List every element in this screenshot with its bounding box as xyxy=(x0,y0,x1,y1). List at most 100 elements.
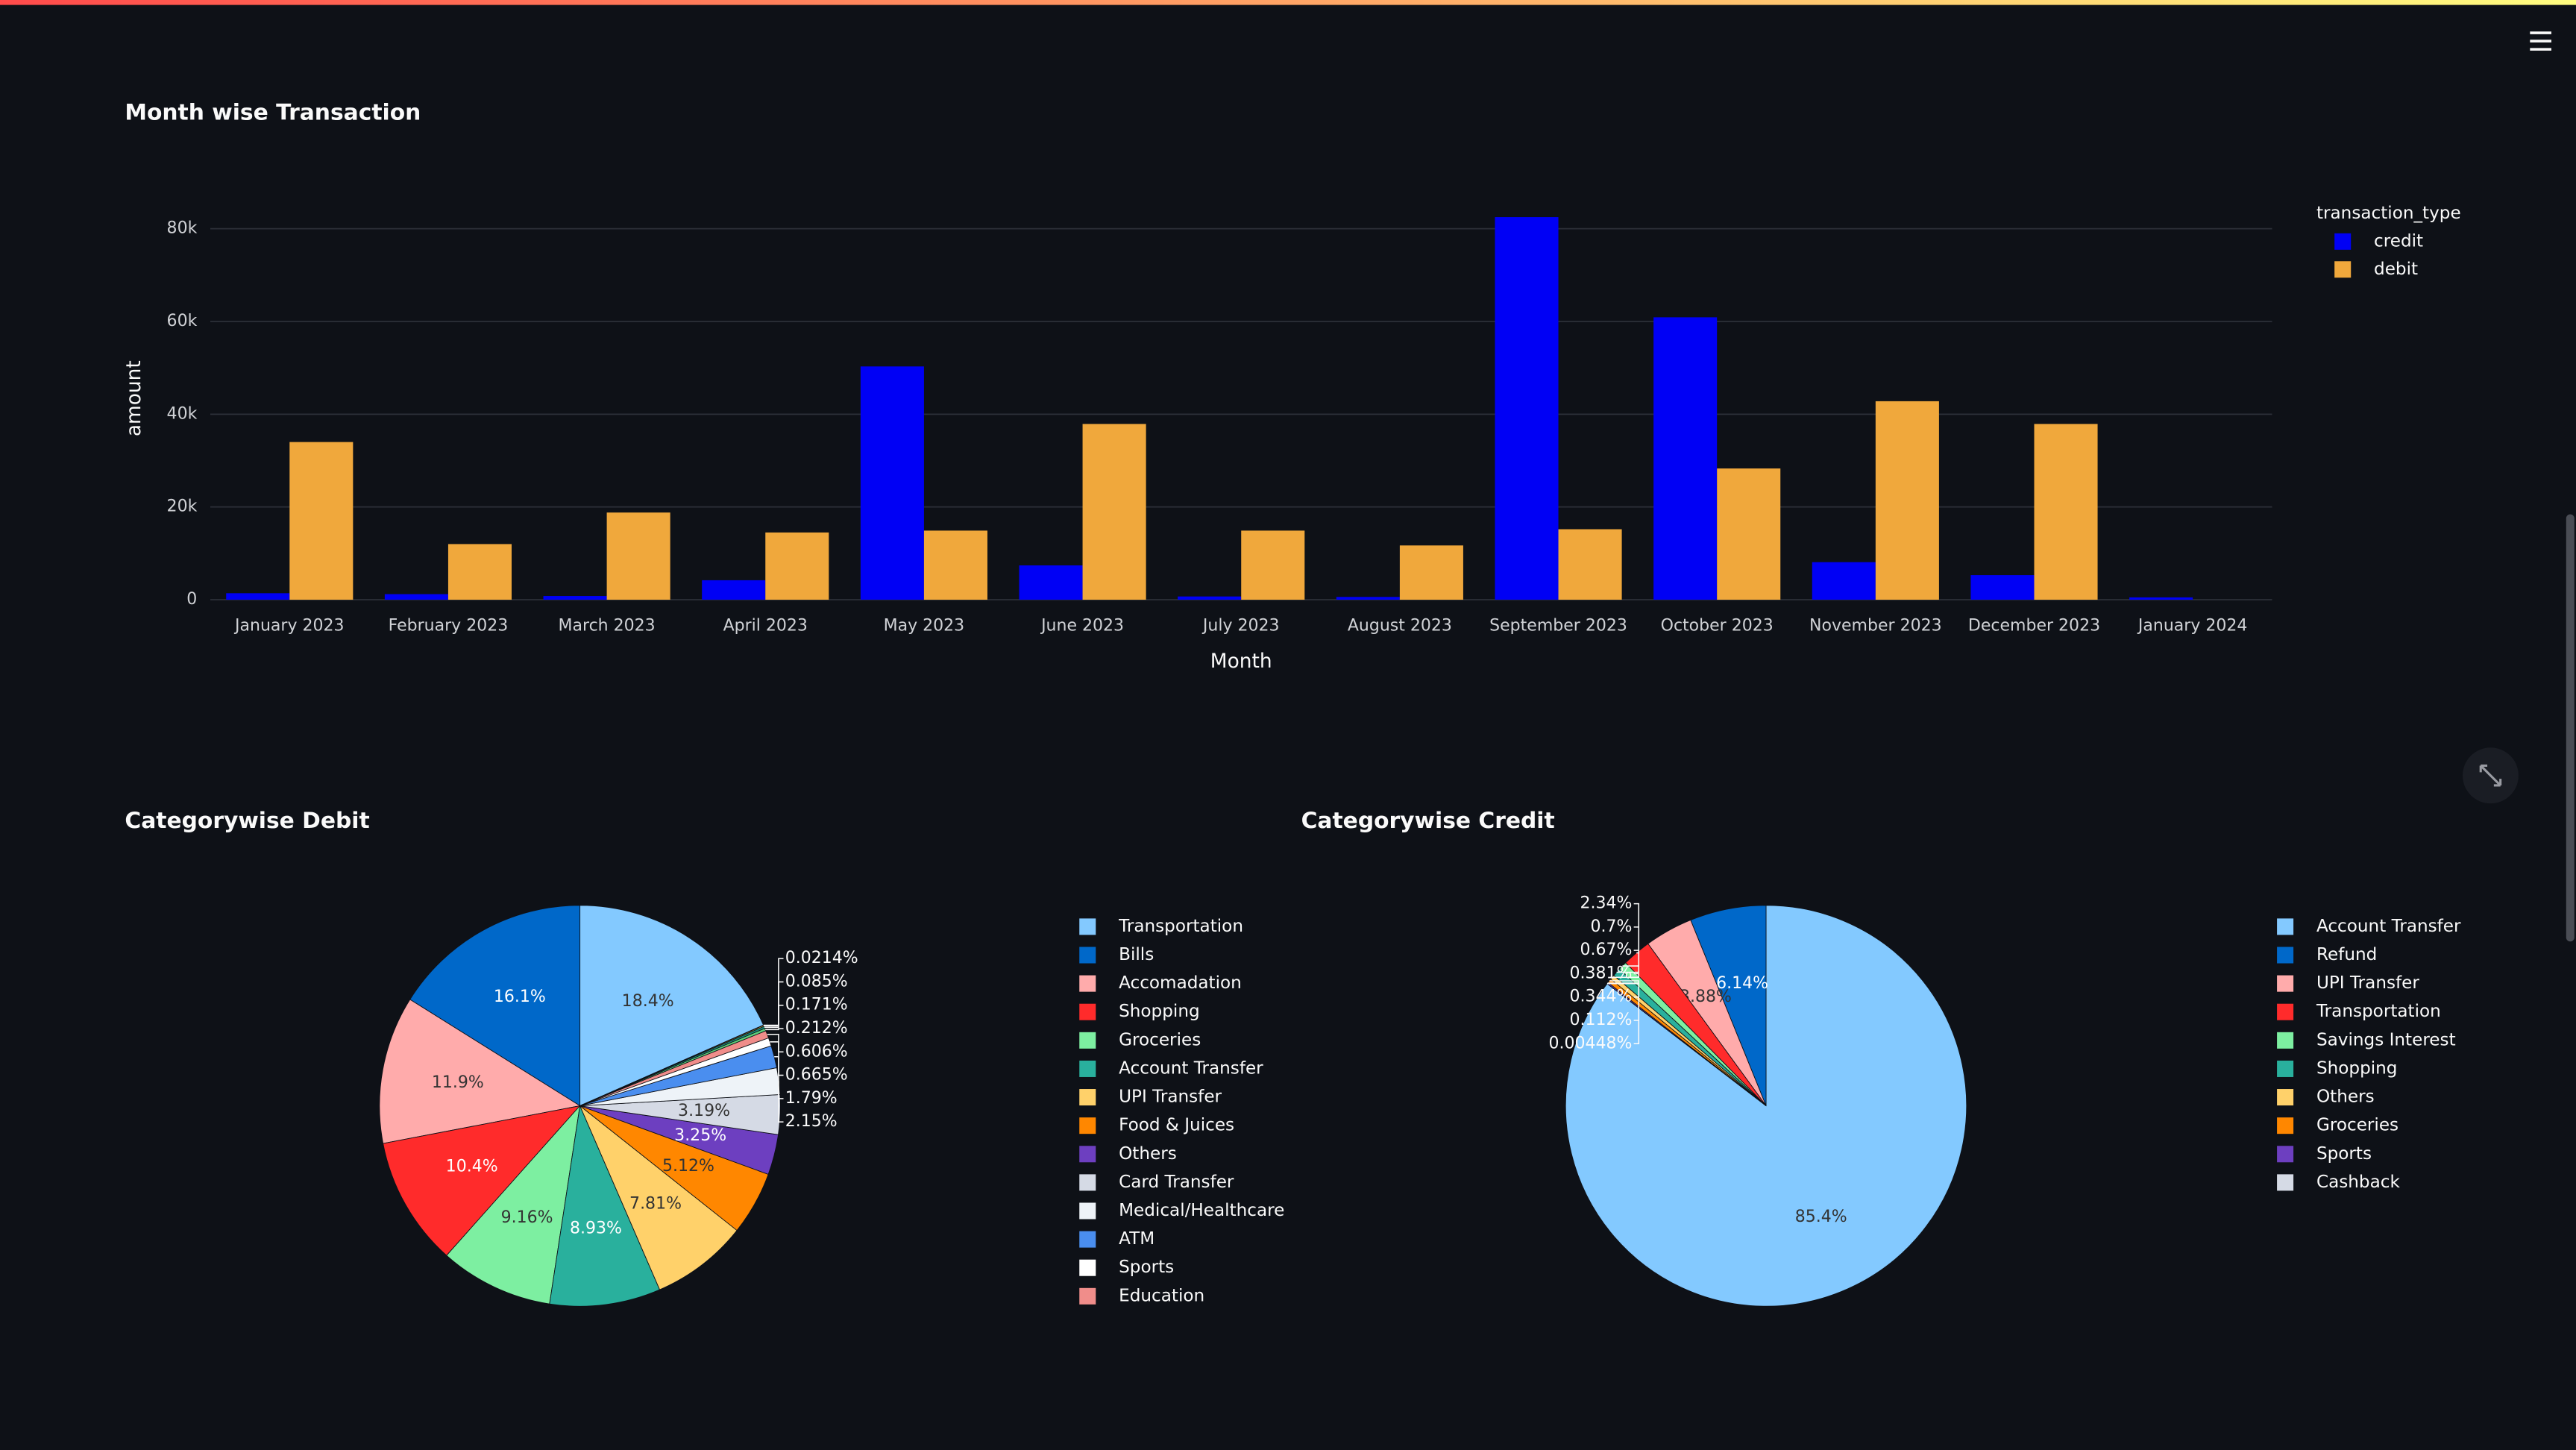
y-tick-label: 20k xyxy=(167,498,198,516)
y-axis-title: amount xyxy=(122,360,145,436)
chart-title: Month wise Transaction xyxy=(125,99,421,125)
bar xyxy=(1875,401,1939,600)
legend-label: Savings Interest xyxy=(2316,1030,2456,1049)
legend-swatch xyxy=(2277,1174,2294,1191)
legend-swatch xyxy=(1079,1003,1096,1020)
x-tick-label: February 2023 xyxy=(389,616,509,635)
x-tick-label: April 2023 xyxy=(723,616,808,635)
y-tick-label: 0 xyxy=(186,590,197,609)
legend-swatch xyxy=(2277,1089,2294,1106)
bar xyxy=(1336,597,1400,600)
legend-label: Transportation xyxy=(2316,1002,2441,1021)
legend-swatch xyxy=(2277,1117,2294,1134)
legend-swatch xyxy=(2334,233,2352,250)
pie-slice xyxy=(409,905,581,1107)
bar xyxy=(1970,575,2035,600)
slice-label: 6.14% xyxy=(1716,974,1768,993)
legend-label: Refund xyxy=(2316,945,2377,964)
legend-label: Account Transfer xyxy=(1119,1058,1263,1078)
pie-slice xyxy=(579,1105,738,1290)
legend-swatch xyxy=(1079,1259,1096,1276)
chart-title: Categorywise Credit xyxy=(1301,808,1555,834)
leader-line xyxy=(763,958,784,1026)
legend-label: Cashback xyxy=(2316,1173,2401,1192)
bar xyxy=(1241,530,1305,600)
pie-slice xyxy=(379,999,581,1144)
slice-label: 0.606% xyxy=(785,1042,848,1061)
slice-label: 0.381% xyxy=(1569,964,1632,982)
bar xyxy=(289,442,354,600)
bar xyxy=(1082,424,1146,600)
x-tick-label: October 2023 xyxy=(1661,616,1774,635)
leader-line xyxy=(1616,950,1640,973)
x-axis-title: Month xyxy=(1210,650,1272,673)
bar xyxy=(1399,545,1463,600)
pie-slice xyxy=(383,1105,581,1256)
slice-label: 7.81% xyxy=(629,1195,682,1214)
bar xyxy=(606,512,670,600)
bar xyxy=(765,532,829,600)
legend-label: Food & Juices xyxy=(1119,1116,1234,1135)
legend-swatch xyxy=(1079,1287,1096,1305)
bar xyxy=(1717,468,1781,600)
bar xyxy=(702,580,766,600)
legend-label: Sports xyxy=(1119,1258,1174,1277)
legend-title: transaction_type xyxy=(2316,204,2461,223)
legend-swatch xyxy=(1079,1117,1096,1134)
slice-label: 10.4% xyxy=(446,1158,498,1176)
scrollbar[interactable] xyxy=(2566,514,2575,942)
bar xyxy=(1495,217,1559,600)
top-decoration xyxy=(0,0,2576,5)
slice-label: 0.67% xyxy=(1580,941,1632,959)
x-tick-label: July 2023 xyxy=(1201,616,1280,635)
fullscreen-button[interactable] xyxy=(2463,747,2519,804)
legend-label: Shopping xyxy=(1119,1002,1200,1021)
bar xyxy=(384,594,448,600)
legend-label: debit xyxy=(2374,260,2418,279)
leader-line xyxy=(1606,983,1640,1045)
legend-label: Groceries xyxy=(2316,1116,2398,1135)
pie-slice xyxy=(579,905,764,1107)
bar xyxy=(1019,565,1083,600)
y-tick-label: 80k xyxy=(167,219,198,238)
leader-line xyxy=(1622,926,1640,967)
x-tick-label: March 2023 xyxy=(559,616,656,635)
legend-swatch xyxy=(2277,1003,2294,1020)
legend-label: Sports xyxy=(2316,1144,2372,1164)
bar xyxy=(860,366,924,600)
slice-label: 0.112% xyxy=(1569,1011,1632,1029)
legend-swatch xyxy=(1079,1231,1096,1248)
legend-label: ATM xyxy=(1119,1229,1155,1249)
slice-label: 0.171% xyxy=(785,996,848,1014)
legend-label: Shopping xyxy=(2316,1058,2398,1078)
legend-swatch xyxy=(1079,918,1096,935)
legend-swatch xyxy=(2277,947,2294,964)
slice-label: 85.4% xyxy=(1795,1208,1847,1226)
legend-label: Medical/Healthcare xyxy=(1119,1201,1284,1220)
x-tick-label: January 2023 xyxy=(233,616,344,635)
legend-label: Transportation xyxy=(1118,917,1243,936)
chart-title: Categorywise Debit xyxy=(125,808,369,834)
legend-swatch xyxy=(1079,1032,1096,1049)
legend-label: credit xyxy=(2374,231,2423,251)
legend-label: Others xyxy=(2316,1088,2375,1107)
leader-line xyxy=(767,1033,784,1053)
slice-label: 16.1% xyxy=(494,988,546,1006)
legend-label: Groceries xyxy=(1119,1030,1201,1049)
legend-swatch xyxy=(1079,1089,1096,1106)
legend-swatch xyxy=(1079,1060,1096,1077)
x-tick-label: November 2023 xyxy=(1809,616,1942,635)
slice-label: 0.085% xyxy=(785,972,848,991)
legend-swatch xyxy=(2334,261,2352,278)
legend-swatch xyxy=(2277,1146,2294,1163)
x-tick-label: June 2023 xyxy=(1040,616,1124,635)
x-tick-label: September 2023 xyxy=(1489,616,1627,635)
slice-label: 3.19% xyxy=(678,1102,730,1120)
y-tick-label: 40k xyxy=(167,404,198,423)
legend-label: UPI Transfer xyxy=(2316,973,2419,993)
menu-button[interactable] xyxy=(2530,31,2551,51)
legend-label: Accomadation xyxy=(1119,973,1242,993)
pie-slice xyxy=(446,1105,581,1305)
